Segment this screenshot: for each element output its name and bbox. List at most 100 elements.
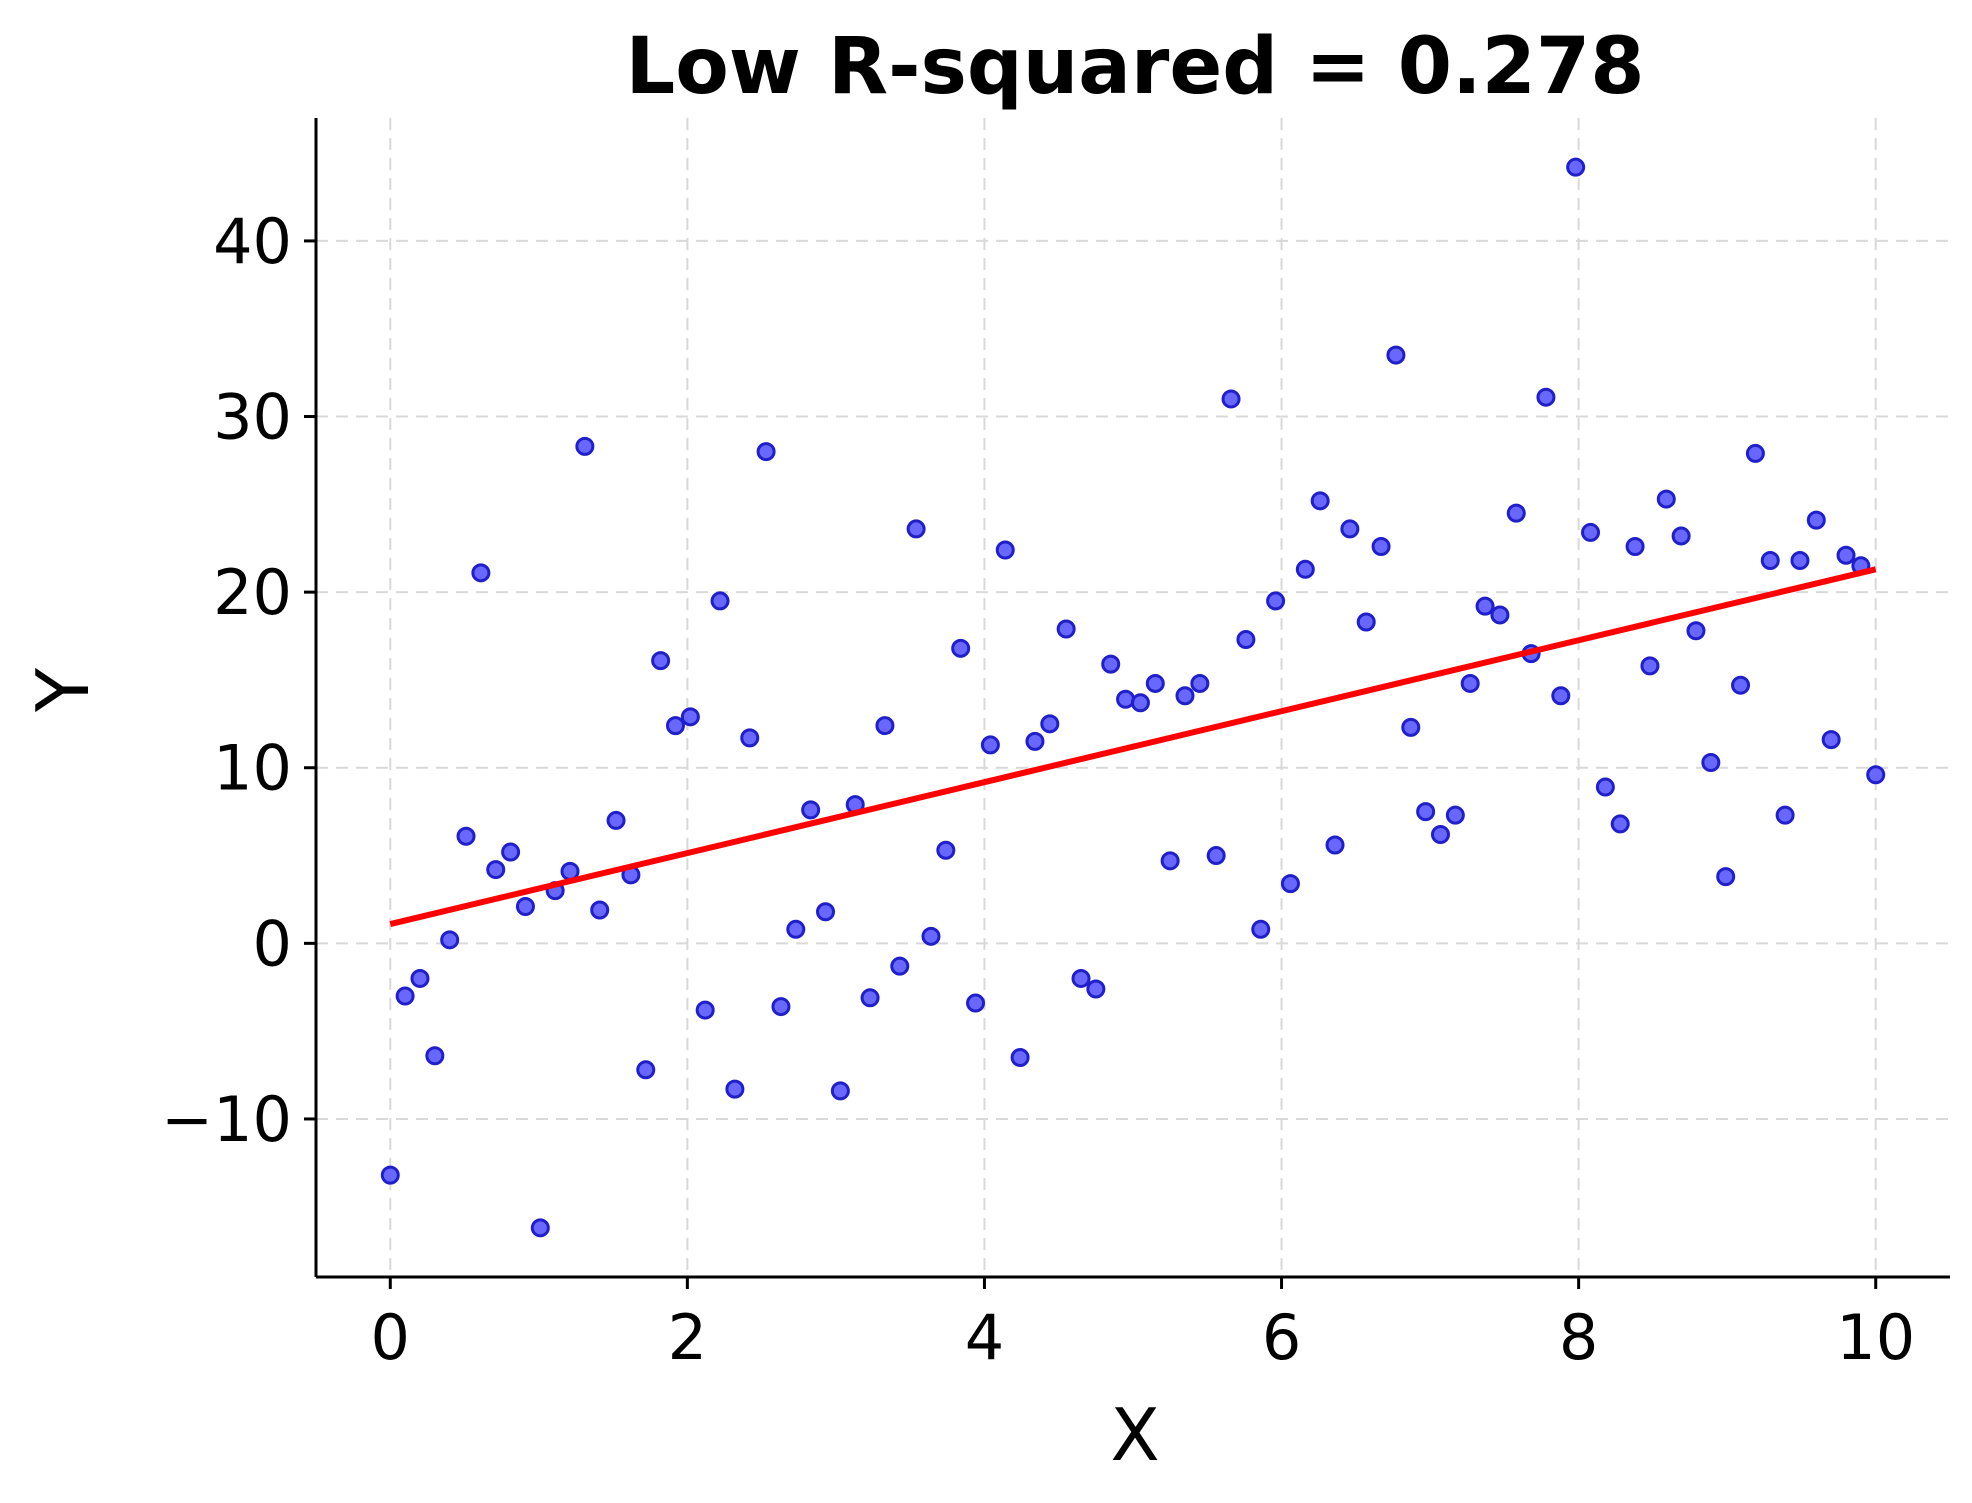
data-point — [1071, 968, 1091, 988]
data-point — [1536, 387, 1556, 407]
data-point — [1295, 559, 1315, 579]
data-point — [440, 930, 460, 950]
data-point — [1160, 851, 1180, 871]
data-point — [380, 1165, 400, 1185]
data-point — [1701, 752, 1721, 772]
data-point — [771, 997, 791, 1017]
data-point — [1130, 693, 1150, 713]
x-tick-label: 8 — [1559, 1301, 1598, 1374]
data-point — [486, 860, 506, 880]
data-point — [1625, 536, 1645, 556]
data-point — [951, 638, 971, 658]
data-point — [1731, 675, 1751, 695]
chart-title: Low R-squared = 0.278 — [626, 22, 1645, 112]
data-point — [665, 716, 685, 736]
y-tick-label: 0 — [253, 907, 292, 980]
data-point — [410, 968, 430, 988]
y-tick-label: 20 — [213, 556, 292, 629]
data-point — [1236, 630, 1256, 650]
data-point — [471, 563, 491, 583]
data-point — [1025, 731, 1045, 751]
x-axis-label: X — [1110, 1393, 1159, 1477]
data-point — [1221, 389, 1241, 409]
data-point — [1280, 874, 1300, 894]
x-tick-label: 2 — [668, 1301, 707, 1374]
data-point — [1656, 489, 1676, 509]
data-point — [1551, 686, 1571, 706]
data-point — [1806, 510, 1826, 530]
data-point — [1686, 621, 1706, 641]
data-point — [1386, 345, 1406, 365]
data-points — [380, 157, 1886, 1238]
data-point — [1371, 536, 1391, 556]
data-point — [1430, 824, 1450, 844]
data-point — [1790, 551, 1810, 571]
data-point — [710, 591, 730, 611]
data-point — [1866, 765, 1886, 785]
data-point — [1775, 805, 1795, 825]
data-point — [636, 1060, 656, 1080]
data-point — [1821, 730, 1841, 750]
data-point — [875, 716, 895, 736]
data-point — [425, 1046, 445, 1066]
data-point — [1056, 619, 1076, 639]
data-point — [530, 1218, 550, 1238]
data-point — [1475, 596, 1495, 616]
data-point — [1595, 777, 1615, 797]
grid — [316, 118, 1950, 1277]
x-tick-label: 10 — [1836, 1301, 1915, 1374]
data-point — [830, 1081, 850, 1101]
data-point — [1101, 654, 1121, 674]
data-point — [980, 735, 1000, 755]
data-point — [756, 442, 776, 462]
data-point — [590, 900, 610, 920]
data-point — [1190, 673, 1210, 693]
data-point — [921, 926, 941, 946]
data-point — [575, 436, 595, 456]
data-point — [1086, 979, 1106, 999]
data-point — [515, 896, 535, 916]
data-point — [1266, 591, 1286, 611]
data-point — [1145, 673, 1165, 693]
data-point — [1445, 805, 1465, 825]
data-point — [786, 919, 806, 939]
y-tick-label: 10 — [213, 732, 292, 805]
data-point — [1460, 673, 1480, 693]
y-tick-label: −10 — [161, 1083, 292, 1156]
data-point — [1310, 491, 1330, 511]
data-point — [801, 800, 821, 820]
data-point — [1490, 605, 1510, 625]
data-point — [501, 842, 521, 862]
axes-spines — [314, 118, 1950, 1279]
data-point — [456, 826, 476, 846]
data-point — [1566, 157, 1586, 177]
fit-line — [389, 566, 1877, 927]
data-point — [1040, 714, 1060, 734]
data-point — [395, 986, 415, 1006]
data-point — [606, 810, 626, 830]
y-axis-label: Y — [21, 667, 105, 713]
data-point — [1581, 522, 1601, 542]
regression-fit — [389, 566, 1877, 927]
data-point — [1416, 802, 1436, 822]
data-point — [906, 519, 926, 539]
y-tick-label: 40 — [213, 205, 292, 278]
data-point — [1325, 835, 1345, 855]
data-point — [1745, 443, 1765, 463]
data-point — [680, 707, 700, 727]
data-point — [1251, 919, 1271, 939]
axis-ticks: 0 2 4 6 8 10 −10 0 10 20 30 40 — [161, 205, 1915, 1374]
data-point — [1356, 612, 1376, 632]
data-point — [1401, 717, 1421, 737]
data-point — [890, 956, 910, 976]
data-point — [1175, 686, 1195, 706]
data-point — [740, 728, 760, 748]
x-tick-label: 6 — [1262, 1301, 1301, 1374]
data-point — [1506, 503, 1526, 523]
data-point — [1206, 846, 1226, 866]
data-point — [651, 651, 671, 671]
data-point — [995, 540, 1015, 560]
data-point — [1836, 545, 1856, 565]
data-point — [936, 840, 956, 860]
